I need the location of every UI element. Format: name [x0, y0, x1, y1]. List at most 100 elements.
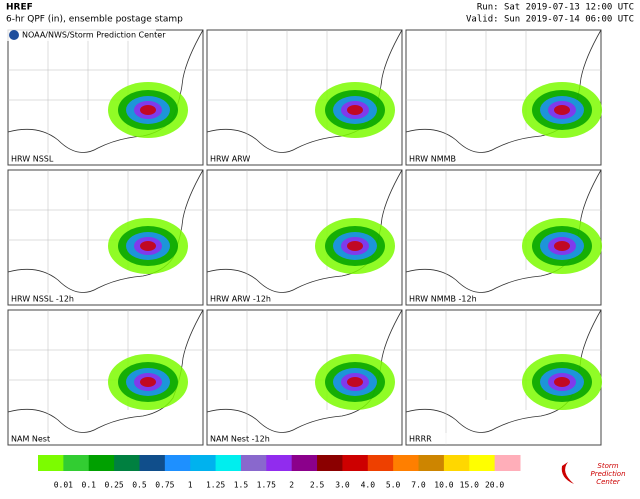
subtitle: 6-hr QPF (in), ensemble postage stamp: [6, 15, 183, 25]
map-panel: HRW NSSL: [7, 29, 204, 166]
precip-area: [554, 377, 570, 387]
logo-text: Prediction: [590, 470, 625, 478]
legend-label: 2.5: [310, 481, 325, 490]
panel-label: HRW ARW -12h: [210, 295, 271, 304]
precip-area: [140, 377, 156, 387]
spc-logo: Storm Prediction Center: [561, 462, 626, 486]
legend-label: 0.01: [54, 481, 73, 490]
legend-label: 15.0: [460, 481, 479, 490]
model-name: HREF: [6, 3, 33, 13]
legend-label: 5.0: [386, 481, 401, 490]
map-panel: HRW ARW -12h: [206, 169, 403, 306]
panel-label: HRRR: [409, 435, 432, 444]
precip-area: [140, 241, 156, 251]
legend-swatch: [190, 455, 217, 471]
precip-area: [347, 105, 363, 115]
label-bg: [208, 153, 278, 164]
coastline: [7, 169, 204, 293]
panel-label: NAM Nest -12h: [210, 435, 270, 444]
map-panel: NAM Nest -12h: [206, 309, 403, 446]
map-panel: HRW NSSL -12h: [7, 169, 204, 306]
label-bg: [407, 293, 477, 304]
coastline: [206, 169, 403, 293]
label-bg: [9, 433, 79, 444]
panel-label: HRW NSSL -12h: [11, 295, 74, 304]
panel-label: HRW ARW: [210, 155, 250, 164]
legend-swatch: [418, 455, 445, 471]
legend-label: 7.0: [411, 481, 426, 490]
coastline: [206, 309, 403, 433]
map-panel: NAM Nest: [7, 309, 204, 446]
coastline: [7, 309, 204, 433]
legend-swatch: [38, 455, 64, 471]
state-lines: [406, 30, 601, 165]
map-panel: HRW ARW: [206, 29, 403, 166]
legend-swatch: [139, 455, 166, 471]
map-panel: HRW NMMB -12h: [405, 169, 602, 306]
label-bg: [407, 153, 477, 164]
legend-label: 10.0: [434, 481, 453, 490]
legend-swatch: [63, 455, 90, 471]
legend-swatch: [342, 455, 369, 471]
precip-area: [140, 105, 156, 115]
panel-label: HRW NMMB -12h: [409, 295, 477, 304]
label-bg: [9, 293, 79, 304]
logo-text: Storm: [597, 462, 618, 470]
credit: NOAA/NWS/Storm Prediction Center: [22, 31, 166, 40]
legend-swatch: [88, 455, 115, 471]
legend-swatch: [367, 455, 394, 471]
legend-swatch: [114, 455, 140, 471]
legend-swatch: [215, 455, 242, 471]
legend-swatch: [317, 455, 343, 471]
panel-label: NAM Nest: [11, 435, 50, 444]
state-lines: [8, 30, 203, 165]
precip-area: [347, 377, 363, 387]
logo-text: Center: [596, 478, 621, 486]
legend-swatch: [291, 455, 318, 471]
state-lines: [207, 310, 402, 445]
legend-label: 20.0: [485, 481, 504, 490]
state-lines: [406, 310, 601, 445]
panel-label: HRW NMMB: [409, 155, 456, 164]
legend-label: 0.75: [155, 481, 174, 490]
label-bg: [208, 433, 278, 444]
legend-label: 1.75: [257, 481, 276, 490]
state-lines: [207, 30, 402, 165]
map-panel: HRW NMMB: [405, 29, 602, 166]
label-bg: [9, 153, 79, 164]
legend-swatch: [494, 455, 521, 471]
legend-label: 4.0: [361, 481, 376, 490]
state-lines: [8, 170, 203, 305]
legend-label: 3.0: [335, 481, 350, 490]
logo-swoosh: [561, 462, 574, 484]
legend-swatch: [469, 455, 496, 471]
credit-bg: [6, 29, 156, 41]
legend-label: 0.1: [82, 481, 97, 490]
run-time: Run: Sat 2019-07-13 12:00 UTC: [477, 3, 634, 13]
legend-swatch: [443, 455, 470, 471]
label-bg: [208, 293, 278, 304]
legend-swatch: [240, 455, 267, 471]
valid-time: Valid: Sun 2019-07-14 06:00 UTC: [466, 15, 634, 25]
legend-swatch: [164, 455, 191, 471]
legend-label: 2: [289, 481, 294, 490]
legend-label: 1.5: [234, 481, 249, 490]
legend-swatch: [266, 455, 293, 471]
precip-area: [554, 105, 570, 115]
panel-grid: HRW NSSL HRW ARW HRW NMMB HRW NSSL -12h HRW …: [7, 29, 602, 446]
color-legend: 0.01 0.1 0.25 0.5 0.75 1 1.25 1.5 1.75 2 2.5 3.0 4.0…: [38, 455, 521, 490]
noaa-logo: [9, 30, 19, 40]
coastline: [405, 169, 602, 293]
legend-label: 0.25: [104, 481, 123, 490]
legend-swatch: [393, 455, 420, 471]
map-panel: HRRR: [405, 309, 602, 446]
label-bg: [407, 433, 477, 444]
legend-label: 0.5: [132, 481, 147, 490]
state-lines: [207, 170, 402, 305]
precip-area: [554, 241, 570, 251]
coastline: [405, 29, 602, 153]
legend-label: 1: [188, 481, 193, 490]
precip-area: [347, 241, 363, 251]
state-lines: [406, 170, 601, 305]
